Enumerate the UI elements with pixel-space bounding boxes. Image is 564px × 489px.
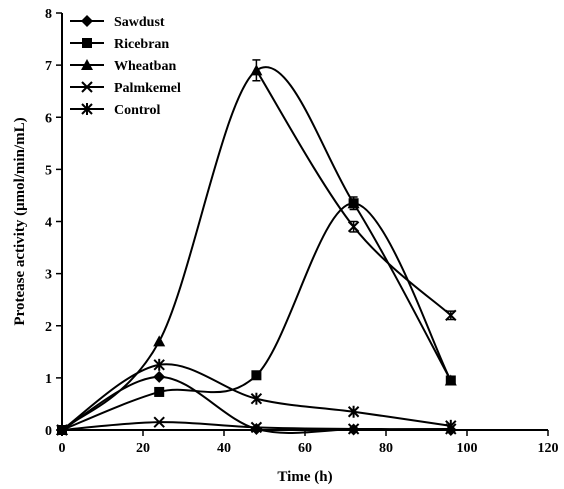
axes: 0 20 40 60 80 100 120 0 1 2 3 4 5 6 7 8 (45, 7, 559, 456)
y-tick-label: 4 (45, 216, 52, 231)
data-point-ricebran (251, 370, 262, 381)
legend-item-sawdust: Sawdust (70, 15, 165, 30)
data-point-sawdust (153, 370, 166, 383)
x-tick-label: 100 (457, 441, 478, 456)
data-point-sawdust (250, 422, 263, 435)
x-axis-label: Time (h) (277, 469, 332, 485)
legend-item-wheatban: Wheatban (70, 59, 176, 74)
data-point-palmkemel-stroke (153, 416, 165, 428)
y-tick-label: 2 (45, 320, 52, 335)
x-tick-label: 0 (59, 441, 66, 456)
legend-item-palmkemel: Palmkemel (70, 81, 181, 96)
legend-marker (82, 38, 92, 48)
legend-label: Ricebran (114, 37, 169, 52)
legend-marker-stroke (81, 81, 93, 93)
error-bar (349, 220, 358, 233)
plot-area (56, 59, 457, 436)
x-tick-label: 120 (538, 441, 559, 456)
legend-marker (81, 81, 93, 93)
legend-label: Control (114, 103, 161, 118)
legend-item-control: Control (70, 103, 161, 118)
x-tick-label: 60 (298, 441, 312, 456)
y-tick-label: 7 (45, 59, 52, 74)
y-tick-label: 0 (45, 424, 52, 439)
data-point-ricebran (154, 386, 165, 397)
series-line-ricebran (61, 202, 452, 431)
legend-label: Palmkemel (114, 81, 181, 96)
legend: Sawdust Ricebran Wheatban Palmkemel Control (70, 15, 181, 118)
data-point-control (153, 358, 165, 371)
data-point-control (250, 392, 263, 405)
y-tick-label: 8 (45, 7, 52, 22)
y-axis-label: Protease activity (μmol/min/mL) (12, 117, 28, 325)
y-tick-label: 5 (45, 163, 52, 178)
x-tick-label: 20 (136, 441, 150, 456)
series-line-control (61, 363, 451, 431)
y-tick-label: 1 (45, 372, 52, 387)
data-point-palmkemel (347, 423, 360, 435)
data-point-palmkemel (153, 416, 165, 428)
data-point-wheatban (153, 335, 166, 347)
data-point-control (347, 405, 360, 418)
x-tick-label: 80 (379, 441, 393, 456)
legend-label: Sawdust (114, 15, 165, 30)
legend-marker (81, 59, 93, 70)
error-bar (446, 310, 455, 321)
data-point-palmkemel-stroke (347, 423, 360, 435)
legend-item-ricebran: Ricebran (70, 37, 169, 52)
x-tick-label: 40 (217, 441, 231, 456)
legend-marker (81, 15, 93, 27)
error-bar (349, 196, 358, 211)
series-line-branch (255, 69, 452, 317)
legend-label: Wheatban (114, 59, 176, 74)
legend-marker (81, 103, 93, 115)
error-bar (252, 59, 261, 82)
y-tick-label: 3 (45, 268, 52, 283)
data-point-wheatban (444, 374, 457, 386)
y-tick-label: 6 (45, 111, 52, 126)
